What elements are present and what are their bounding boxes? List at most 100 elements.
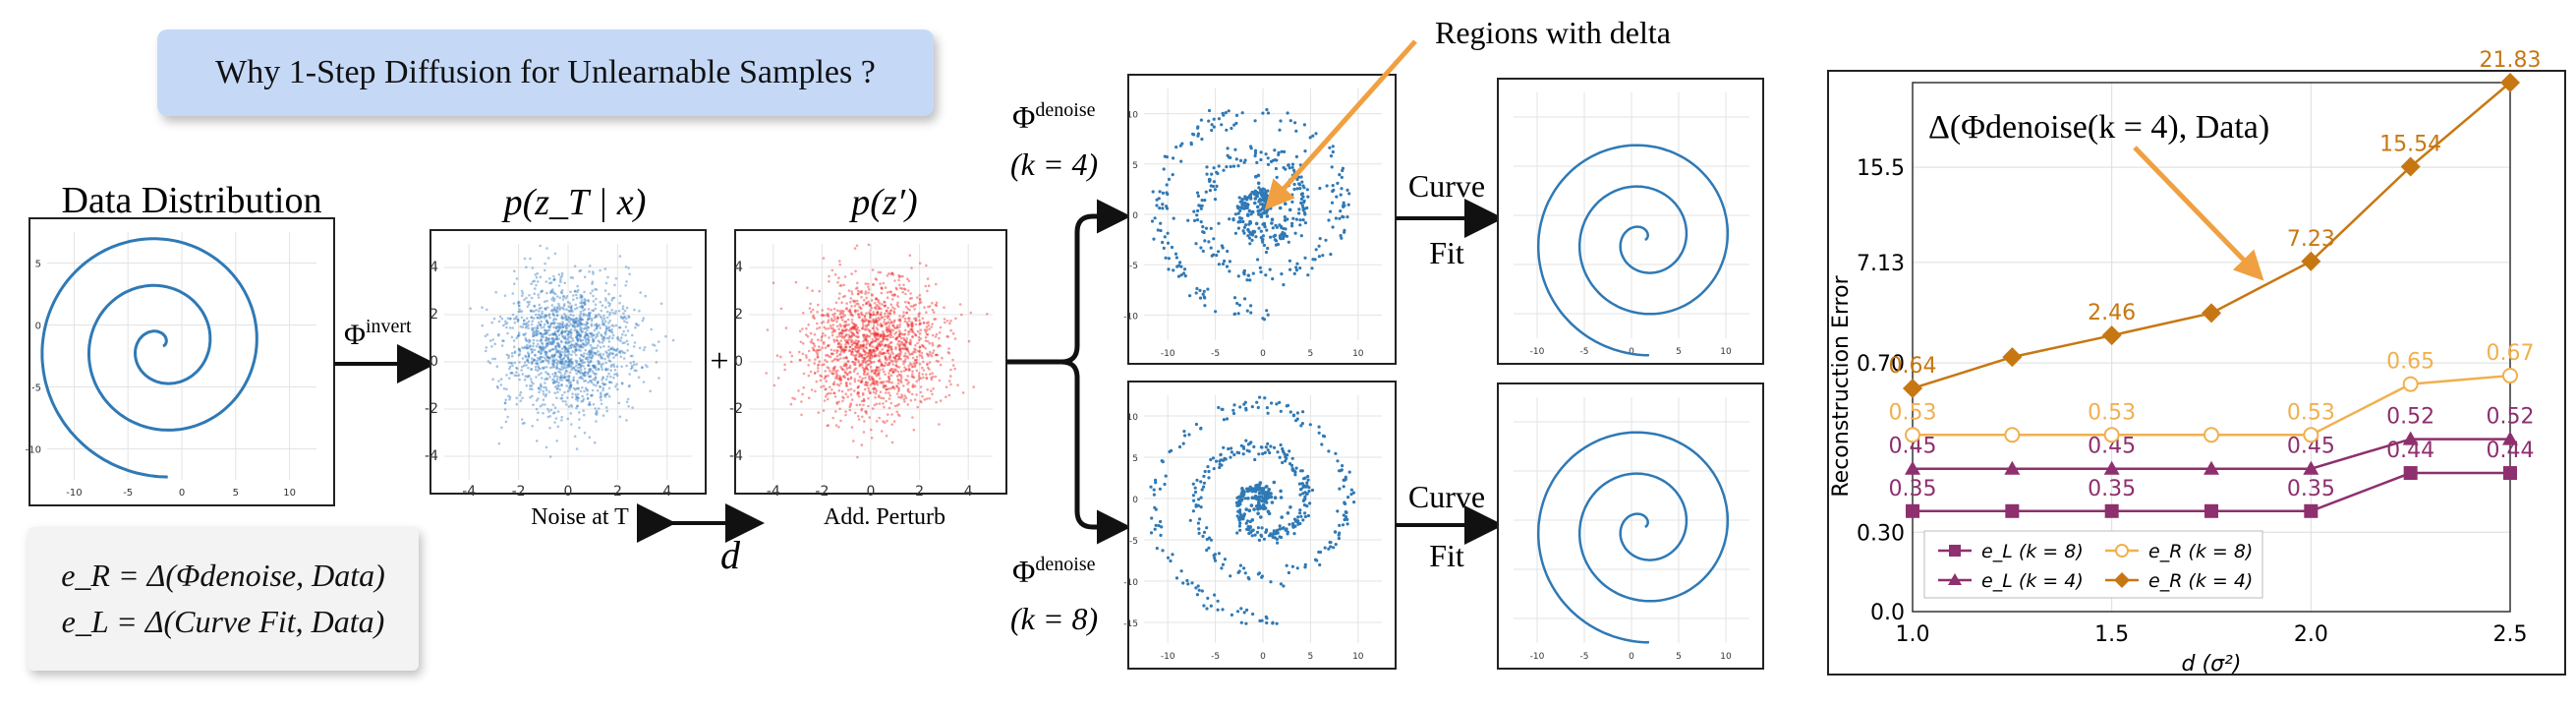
scatter-point [911,384,914,388]
scatter-point [1160,525,1164,529]
data-point [2402,431,2419,445]
scatter-point [870,375,874,379]
scatter-point [579,316,583,320]
scatter-point [625,400,629,404]
scatter-point [889,328,892,331]
scatter-point [577,386,580,390]
scatter-point [887,349,889,353]
scatter-point [1266,509,1271,513]
scatter-point [532,328,535,331]
scatter-point [806,334,810,338]
scatter-point [1274,223,1278,227]
scatter-point [586,388,590,392]
scatter-point [557,328,560,332]
scatter-point [1261,498,1265,502]
data-point [1903,378,1922,398]
scatter-point [834,424,838,427]
scatter-point [544,280,548,283]
scatter-point [905,337,909,340]
scatter-point [552,375,556,379]
scatter-point [904,352,907,355]
scatter-point [532,338,536,342]
scatter-point [1199,426,1203,431]
scatter-point [576,331,580,334]
scatter-point [550,304,554,307]
scatter-point [905,339,908,343]
data-point [1905,460,1920,475]
scatter-point [567,364,570,368]
scatter-point [562,356,566,360]
scatter-point [576,392,580,396]
scatter-point [1265,107,1269,112]
data-point [2204,503,2218,518]
scatter-point [529,257,532,261]
scatter-point [867,285,870,289]
scatter-point [898,354,901,358]
data-label: 0.35 [2088,477,2136,501]
scatter-point [882,402,885,405]
scatter-point [885,344,887,347]
scatter-point [809,331,813,335]
scatter-point [1205,172,1209,176]
scatter-point [903,366,906,370]
scatter-point [880,307,883,311]
scatter-point [1236,274,1240,278]
scatter-point [535,362,538,365]
scatter-point [884,334,887,337]
scatter-point [872,390,876,394]
scatter-point [1237,303,1241,307]
scatter-point [888,381,891,383]
scatter-point [1246,234,1250,238]
scatter-point [572,314,575,318]
scatter-point [558,357,562,360]
tick-label: -5 [1211,652,1220,662]
scatter-point [832,372,835,376]
scatter-point [545,351,548,354]
scatter-point [578,411,581,414]
scatter-point [623,315,626,319]
scatter-point [590,333,593,336]
scatter-point [1300,180,1304,184]
scatter-point [834,372,838,375]
scatter-point [1246,273,1251,277]
scatter-point [830,348,833,352]
tick-label: 4 [964,484,973,500]
scatter-point [872,349,876,353]
scatter-point [845,340,848,344]
scatter-point [564,369,568,373]
scatter-point [615,365,619,369]
scatter-point [1344,475,1347,479]
scatter-point [571,362,574,366]
scatter-point [872,318,875,322]
scatter-point [1327,218,1331,222]
scatter-point [924,335,928,339]
scatter-point [540,326,544,329]
scatter-point [894,369,898,372]
scatter-point [575,372,578,376]
scatter-point [1305,206,1309,210]
scatter-point [536,332,540,336]
tick-label: -5 [1580,347,1589,357]
scatter-point [1290,456,1294,460]
scatter-point [531,362,534,365]
scatter-point [932,387,935,390]
scatter-point [500,426,503,430]
scatter-point [561,298,565,301]
tick-label: 5 [1676,347,1682,357]
scatter-point [567,341,570,345]
scatter-point [861,303,865,307]
scatter-point [1237,215,1242,220]
scatter-point [854,345,857,349]
scatter-point [551,382,555,384]
scatter-point [823,325,826,329]
scatter-point [563,330,567,334]
scatter-point [1290,162,1295,166]
scatter-point [549,342,553,346]
scatter-point [902,362,905,366]
scatter-point [904,355,907,358]
scatter-point [875,345,879,349]
scatter-point [926,363,929,367]
scatter-point [850,321,854,324]
scatter-point [594,412,598,415]
scatter-point [588,368,591,371]
